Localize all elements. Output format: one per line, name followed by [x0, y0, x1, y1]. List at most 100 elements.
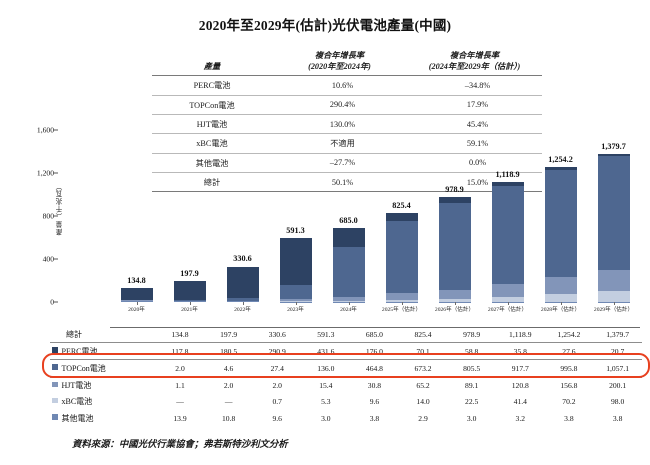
- x-axis-tick-mark: [348, 302, 350, 305]
- data-cell: 1,379.7: [593, 326, 642, 344]
- bar-column[interactable]: 591.3 2023年: [269, 130, 322, 313]
- cagr-row-label: TOPCon電池: [152, 95, 272, 115]
- stacked-bar[interactable]: [544, 167, 577, 302]
- bar-segment[interactable]: [491, 181, 524, 186]
- data-row-label: xBC電池: [50, 394, 156, 410]
- data-cell: 89.1: [465, 381, 479, 391]
- bar-segment[interactable]: [544, 277, 577, 295]
- bar-segment[interactable]: [597, 269, 630, 292]
- stacked-bar[interactable]: [120, 287, 153, 302]
- stacked-bar[interactable]: [597, 153, 630, 302]
- bar-column[interactable]: 1,379.7 2029年（估計）: [587, 130, 640, 313]
- data-cell: 917.7: [495, 359, 545, 378]
- stacked-bar[interactable]: [226, 266, 259, 302]
- bar-segment[interactable]: [226, 300, 259, 302]
- data-cell: 1,057.1: [593, 359, 642, 378]
- data-cell: 805.5: [447, 359, 496, 378]
- stacked-bar[interactable]: [332, 228, 365, 302]
- data-cell: 156.8: [560, 381, 578, 391]
- data-row-label: PERC電池: [50, 342, 156, 361]
- bar-column[interactable]: 978.9 2026年（估計）: [428, 130, 481, 313]
- bar-segment[interactable]: [279, 299, 312, 302]
- bar-segment[interactable]: [279, 284, 312, 300]
- bar-column[interactable]: 825.4 2025年（估計）: [375, 130, 428, 313]
- bar-segment[interactable]: [438, 299, 471, 302]
- bar-segment[interactable]: [173, 300, 206, 302]
- bar-column[interactable]: 1,254.2 2028年（估計）: [534, 130, 587, 313]
- y-axis-tick-label: 1,200: [36, 168, 54, 178]
- bar-segment[interactable]: [438, 196, 471, 204]
- bar-segment[interactable]: [120, 300, 153, 302]
- y-axis-tick-label: 1,600: [36, 125, 54, 135]
- bar-segment[interactable]: [226, 266, 259, 298]
- data-cell: 180.5: [204, 342, 253, 361]
- data-cell: 1,118.9: [495, 326, 545, 344]
- bar-segment[interactable]: [385, 300, 418, 302]
- data-cell: 3.8: [564, 413, 574, 423]
- stacked-bar[interactable]: [173, 280, 206, 302]
- data-cell: 27.6: [544, 342, 594, 361]
- bar-segment[interactable]: [173, 280, 206, 301]
- cagr-row: 總計 50.1% 15.0%: [152, 172, 542, 193]
- cagr-row-value-1: 130.0%: [272, 114, 407, 135]
- stacked-bar[interactable]: [385, 213, 418, 302]
- bar-segment[interactable]: [332, 247, 365, 298]
- bar-segment[interactable]: [544, 294, 577, 302]
- cagr-header-period-2-line1: 複合年增長率: [449, 51, 500, 60]
- data-cell: 20.7: [593, 342, 642, 361]
- bar-column[interactable]: 1,118.9 2027年（估計）: [481, 130, 534, 313]
- cagr-row-label: 其他電池: [152, 153, 272, 174]
- legend-swatch-icon: [52, 397, 58, 404]
- stacked-bar[interactable]: [491, 181, 524, 302]
- bar-segment[interactable]: [544, 170, 577, 278]
- bar-column[interactable]: 685.0 2024年: [322, 130, 375, 313]
- bar-segment[interactable]: [597, 291, 630, 302]
- bar-segment[interactable]: [385, 220, 418, 294]
- bar-column[interactable]: 197.9 2021年: [163, 130, 216, 313]
- bar-segment[interactable]: [385, 293, 418, 301]
- bar-segment[interactable]: [332, 300, 365, 302]
- data-cell: —: [176, 397, 184, 407]
- bar-segment[interactable]: [491, 284, 524, 298]
- bar-segment[interactable]: [597, 155, 630, 270]
- cagr-row-value-2: –34.8%: [407, 75, 542, 96]
- data-cell: 3.8: [369, 413, 380, 423]
- x-axis-tick-mark: [136, 302, 138, 305]
- cagr-row-value-2: 45.4%: [407, 114, 542, 135]
- bar-segment[interactable]: [332, 297, 365, 301]
- bar-segment[interactable]: [332, 228, 365, 248]
- bar-segment[interactable]: [279, 301, 312, 302]
- bar-total-label: 1,118.9: [495, 169, 520, 179]
- bar-segment[interactable]: [491, 185, 524, 285]
- bar-total-label: 330.6: [233, 254, 252, 264]
- y-axis-tick-label: 400: [42, 254, 54, 264]
- bar-segment[interactable]: [544, 167, 577, 171]
- x-axis-tick-label: 2021年: [181, 307, 198, 313]
- x-axis-tick-label: 2025年（估計）: [381, 307, 422, 313]
- data-cell: 14.0: [416, 397, 430, 407]
- cagr-row-label: PERC電池: [152, 75, 272, 96]
- data-cell: 27.4: [252, 359, 302, 378]
- data-cell: 134.8: [155, 326, 205, 344]
- legend-label: xBC電池: [61, 397, 93, 407]
- cagr-header-period-1-line2: (2020年至2024年): [308, 62, 371, 72]
- bar-segment[interactable]: [597, 153, 630, 156]
- bar-column[interactable]: 134.8 2020年: [110, 130, 163, 313]
- bar-segment[interactable]: [226, 297, 259, 301]
- bar-segment[interactable]: [438, 203, 471, 290]
- bar-segment[interactable]: [491, 297, 524, 302]
- table-row: xBC電池 — — 0.7 5.3 9.6 14.0 22.5 41.4 70.2 98.0: [50, 394, 642, 410]
- stacked-bar[interactable]: [438, 196, 471, 302]
- cagr-row-value-2: 0.0%: [407, 153, 542, 174]
- y-axis-tick-mark: [54, 215, 58, 217]
- cagr-row-value-1: 50.1%: [272, 172, 407, 193]
- bar-segment[interactable]: [279, 238, 312, 285]
- bar-segment[interactable]: [438, 289, 471, 300]
- bar-segment[interactable]: [385, 213, 418, 221]
- data-cell: 825.4: [398, 326, 448, 344]
- bar-column[interactable]: 330.6 2022年: [216, 130, 269, 313]
- legend-swatch-icon: [52, 364, 58, 370]
- data-row-label: HJT電池: [50, 377, 156, 394]
- bar-segment[interactable]: [120, 287, 153, 301]
- stacked-bar[interactable]: [279, 238, 312, 302]
